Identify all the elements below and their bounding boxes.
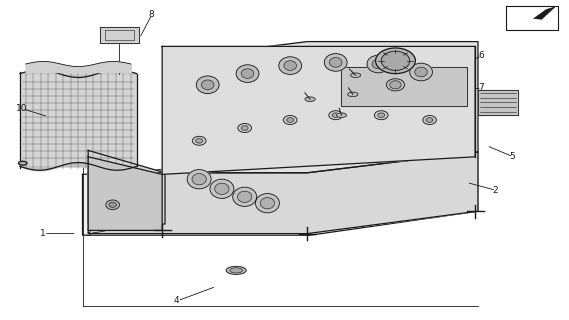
Ellipse shape	[236, 65, 259, 82]
Text: 5: 5	[509, 152, 515, 161]
Ellipse shape	[376, 48, 415, 74]
Polygon shape	[341, 67, 467, 106]
Text: FR.: FR.	[512, 16, 531, 26]
Ellipse shape	[187, 170, 211, 189]
Polygon shape	[478, 90, 518, 115]
Ellipse shape	[279, 57, 302, 74]
Ellipse shape	[332, 113, 339, 117]
Ellipse shape	[226, 266, 246, 274]
Ellipse shape	[348, 92, 358, 97]
Ellipse shape	[329, 58, 342, 67]
Ellipse shape	[201, 80, 214, 90]
Polygon shape	[162, 46, 475, 174]
Text: 11: 11	[347, 87, 358, 96]
Ellipse shape	[192, 136, 206, 145]
Ellipse shape	[426, 118, 433, 122]
Text: 1: 1	[40, 229, 46, 238]
Ellipse shape	[192, 173, 206, 185]
Ellipse shape	[415, 67, 427, 77]
Ellipse shape	[423, 116, 436, 124]
Ellipse shape	[233, 187, 257, 206]
Ellipse shape	[324, 53, 347, 71]
Ellipse shape	[255, 194, 279, 213]
Ellipse shape	[230, 268, 242, 273]
Polygon shape	[534, 7, 555, 19]
Ellipse shape	[283, 116, 297, 124]
Text: 10: 10	[16, 104, 27, 113]
Text: 2: 2	[492, 186, 498, 195]
Text: 8: 8	[148, 10, 154, 19]
Ellipse shape	[210, 179, 234, 198]
Polygon shape	[88, 157, 162, 230]
Polygon shape	[88, 152, 478, 234]
Ellipse shape	[410, 63, 432, 81]
Ellipse shape	[374, 111, 388, 120]
Text: 13: 13	[316, 64, 327, 73]
Text: 4: 4	[174, 296, 179, 305]
Text: 12: 12	[324, 106, 336, 115]
Ellipse shape	[241, 126, 248, 130]
Ellipse shape	[351, 73, 361, 77]
Text: 3: 3	[85, 229, 91, 238]
Polygon shape	[165, 42, 478, 173]
Polygon shape	[88, 150, 165, 224]
Text: 6: 6	[478, 52, 484, 60]
Ellipse shape	[196, 139, 203, 143]
Ellipse shape	[237, 191, 251, 202]
Ellipse shape	[372, 59, 385, 69]
Ellipse shape	[238, 124, 251, 132]
Ellipse shape	[284, 61, 296, 70]
Polygon shape	[20, 74, 137, 166]
Ellipse shape	[390, 81, 401, 89]
Polygon shape	[83, 150, 478, 235]
Ellipse shape	[336, 113, 347, 117]
Text: 7: 7	[478, 84, 484, 92]
Ellipse shape	[287, 118, 294, 122]
Polygon shape	[100, 27, 139, 43]
Ellipse shape	[260, 197, 274, 209]
Ellipse shape	[215, 183, 229, 194]
Ellipse shape	[241, 69, 254, 78]
Ellipse shape	[196, 76, 219, 93]
Ellipse shape	[367, 55, 390, 73]
Ellipse shape	[106, 200, 119, 210]
Ellipse shape	[18, 161, 27, 165]
Ellipse shape	[386, 79, 405, 91]
Ellipse shape	[378, 113, 385, 117]
Ellipse shape	[381, 51, 410, 70]
Polygon shape	[506, 6, 558, 30]
Text: 9: 9	[299, 95, 304, 104]
Ellipse shape	[329, 111, 343, 120]
Ellipse shape	[109, 202, 116, 207]
Ellipse shape	[305, 97, 315, 101]
